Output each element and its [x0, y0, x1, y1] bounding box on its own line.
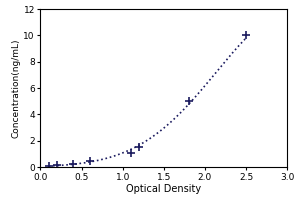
- Y-axis label: Concentration(ng/mL): Concentration(ng/mL): [12, 38, 21, 138]
- X-axis label: Optical Density: Optical Density: [126, 184, 201, 194]
